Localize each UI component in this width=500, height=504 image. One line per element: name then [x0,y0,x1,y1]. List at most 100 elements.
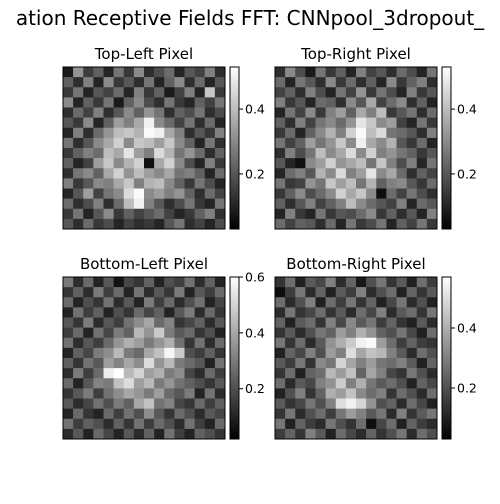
heatmap-cell [275,137,286,149]
heatmap-cell [315,287,326,298]
heatmap-cell [426,347,438,359]
colorbar [441,276,452,440]
heatmap-cell [406,67,418,78]
heatmap-cell [345,327,357,339]
heatmap-cell [174,408,185,420]
heatmap-cell [295,277,306,288]
heatmap-cell [113,398,125,409]
heatmap-cell [133,107,145,118]
heatmap-cell [305,168,316,179]
heatmap-cell [386,337,397,349]
heatmap-cell [376,188,387,199]
heatmap-cell [426,307,438,318]
heatmap-cell [93,77,104,88]
heatmap-cell [164,337,175,349]
heatmap-cell [93,127,104,139]
heatmap-cell [335,297,347,308]
heatmap-cell [93,297,104,308]
heatmap-cell [63,418,74,430]
heatmap-cell [73,208,84,220]
heatmap-cell [285,337,296,349]
heatmap-cell [345,168,357,179]
heatmap-cell [426,297,438,308]
heatmap-cell [184,137,195,149]
heatmap-cell [73,327,84,339]
heatmap-cell [426,107,438,118]
heatmap-cell [73,97,84,108]
heatmap-cell [83,188,94,199]
heatmap-cell [144,297,155,308]
heatmap-cell [406,307,418,318]
heatmap-cell [426,327,438,339]
heatmap-cell [325,307,337,318]
heatmap-cell [335,198,347,210]
heatmap-cell [325,277,337,288]
heatmap-cell [416,117,428,129]
heatmap-cell [103,97,114,108]
heatmap-cell [83,107,94,118]
heatmap-cell [366,168,377,179]
heatmap-cell [275,97,286,108]
heatmap-cell [386,378,397,389]
heatmap-cell [325,218,337,230]
heatmap-cell [345,178,357,189]
heatmap-cell [204,347,216,359]
heatmap-cell [164,297,175,308]
heatmap-cell [406,168,418,179]
heatmap-cell [426,77,438,88]
heatmap-cell [154,208,165,220]
heatmap-cell [103,418,114,430]
heatmap-cell [295,208,306,220]
heatmap-cell [144,137,155,149]
colorbar-tick-label: 0.2 [245,166,265,181]
heatmap-cell [103,127,114,139]
heatmap-cell [345,67,357,78]
heatmap-cell [335,107,347,118]
heatmap-cell [144,408,155,420]
heatmap-cell [63,178,74,189]
heatmap-cell [73,117,84,129]
heatmap-cell [154,428,165,440]
heatmap-cell [386,408,397,420]
heatmap-cell [275,337,286,349]
heatmap-cell [164,307,175,318]
heatmap-cell [174,198,185,210]
heatmap-cell [73,378,84,389]
heatmap-cell [416,158,428,169]
heatmap-cell [305,188,316,199]
heatmap-cell [396,368,407,379]
heatmap-cell [184,317,195,328]
heatmap-cell [93,208,104,220]
heatmap-cell [416,378,428,389]
heatmap-cell [376,277,387,288]
heatmap-cell [376,67,387,78]
heatmap-cell [366,77,377,88]
heatmap-cell [174,127,185,139]
heatmap-cell [93,337,104,349]
heatmap-cell [285,307,296,318]
heatmap-cell [123,67,135,78]
heatmap-cell [295,97,306,108]
heatmap-cell [214,87,226,98]
heatmap-cell [416,327,428,339]
heatmap-cell [285,87,296,98]
heatmap-cell [275,87,286,98]
heatmap-cell [93,317,104,328]
heatmap-cell [426,317,438,328]
heatmap-cell [295,418,306,430]
heatmap-cell [73,317,84,328]
heatmap-cell [83,428,94,440]
heatmap-cell [83,77,94,88]
heatmap-cell [396,107,407,118]
heatmap-cell [184,107,195,118]
heatmap-cell [133,287,145,298]
heatmap-cell [154,398,165,409]
heatmap-cell [204,327,216,339]
heatmap-cell [426,337,438,349]
colorbar-tick-label: 0.6 [245,270,265,285]
heatmap-cell [325,368,337,379]
heatmap-cell [325,148,337,159]
heatmap-cell [174,158,185,169]
heatmap-cell [285,368,296,379]
heatmap-cell [275,188,286,199]
